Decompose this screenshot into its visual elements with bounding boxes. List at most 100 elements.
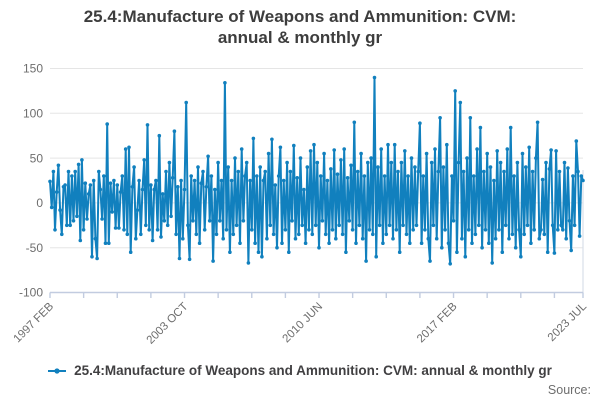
- data-point: [266, 151, 271, 156]
- data-point: [522, 232, 526, 237]
- data-point: [569, 248, 573, 253]
- data-point: [505, 147, 510, 151]
- data-point: [349, 163, 353, 168]
- data-point: [113, 226, 118, 230]
- data-point: [562, 160, 567, 165]
- data-point: [122, 228, 126, 232]
- data-point: [492, 178, 496, 183]
- data-point: [256, 250, 261, 254]
- data-point: [581, 178, 585, 183]
- data-point: [342, 147, 347, 151]
- data-point: [323, 232, 328, 237]
- data-point: [401, 223, 405, 228]
- data-point: [355, 169, 360, 174]
- data-point: [197, 241, 202, 245]
- data-point: [330, 228, 335, 232]
- data-point: [231, 232, 236, 237]
- data-point: [226, 165, 230, 169]
- data-point: [552, 251, 557, 255]
- data-point: [450, 174, 454, 178]
- data-point: [263, 169, 268, 174]
- data-point: [445, 142, 449, 147]
- chart-title-line1: 25.4:Manufacture of Weapons and Ammuniti…: [83, 7, 517, 26]
- data-point: [63, 183, 67, 187]
- data-point: [381, 241, 385, 245]
- data-point: [273, 183, 278, 187]
- data-point: [292, 143, 296, 148]
- data-point: [302, 187, 306, 192]
- data-point: [137, 178, 141, 183]
- data-point: [335, 172, 340, 176]
- data-point: [475, 147, 479, 151]
- data-point: [115, 183, 120, 187]
- data-point: [219, 178, 224, 183]
- data-point: [366, 160, 370, 165]
- data-point: [463, 254, 468, 259]
- data-point: [308, 149, 313, 153]
- data-point: [162, 219, 167, 223]
- data-point: [544, 160, 548, 165]
- y-axis-tick-label: 50: [30, 151, 44, 165]
- x-axis-tick-label: 2010 JUN: [280, 301, 325, 346]
- data-point: [431, 223, 436, 228]
- data-point: [483, 228, 488, 232]
- data-point: [433, 147, 437, 151]
- data-point: [490, 261, 495, 265]
- data-point: [350, 228, 355, 232]
- data-point: [224, 228, 229, 232]
- data-point: [285, 160, 289, 165]
- data-point: [135, 208, 140, 212]
- data-point: [165, 223, 170, 228]
- data-point: [465, 156, 469, 160]
- data-point: [434, 236, 439, 241]
- data-point: [360, 236, 365, 241]
- legend-line-marker-icon: [48, 367, 67, 374]
- x-axis-tick-label: 2023 JUL: [546, 300, 590, 344]
- data-point: [238, 241, 242, 245]
- data-point: [374, 254, 379, 259]
- data-point: [192, 178, 197, 183]
- data-point: [406, 174, 410, 178]
- data-point: [103, 241, 108, 245]
- data-point: [337, 223, 342, 228]
- data-point: [147, 228, 151, 232]
- data-point: [253, 241, 257, 245]
- data-point: [112, 178, 116, 183]
- data-point: [515, 160, 520, 165]
- data-point: [362, 174, 367, 178]
- data-point: [150, 238, 155, 243]
- data-point: [71, 219, 76, 223]
- data-point: [539, 228, 543, 232]
- data-point: [567, 219, 572, 223]
- data-point: [477, 223, 481, 228]
- x-axis-tick-label: 1997 FEB: [11, 300, 56, 345]
- data-point: [211, 259, 215, 263]
- data-point: [310, 232, 315, 237]
- data-point: [142, 158, 146, 162]
- data-point: [399, 160, 404, 165]
- data-point: [196, 165, 200, 169]
- data-point: [216, 160, 220, 165]
- data-point: [510, 232, 515, 237]
- data-point: [189, 174, 193, 178]
- data-point: [258, 165, 263, 169]
- data-point: [448, 262, 453, 266]
- data-point: [312, 142, 316, 147]
- data-point: [254, 174, 259, 178]
- data-point: [234, 223, 239, 228]
- data-point: [280, 241, 284, 245]
- data-point: [68, 223, 72, 228]
- data-point: [318, 174, 323, 178]
- data-point: [520, 151, 525, 156]
- data-point: [60, 232, 64, 237]
- data-point: [297, 232, 301, 237]
- data-point: [502, 169, 506, 174]
- chart-title-line2: annual & monthly gr: [217, 28, 383, 47]
- data-point: [384, 232, 389, 237]
- data-point: [320, 219, 325, 223]
- data-point: [91, 178, 96, 183]
- data-point: [174, 232, 178, 237]
- data-point: [290, 219, 294, 223]
- data-point: [572, 223, 577, 228]
- data-point: [470, 241, 474, 245]
